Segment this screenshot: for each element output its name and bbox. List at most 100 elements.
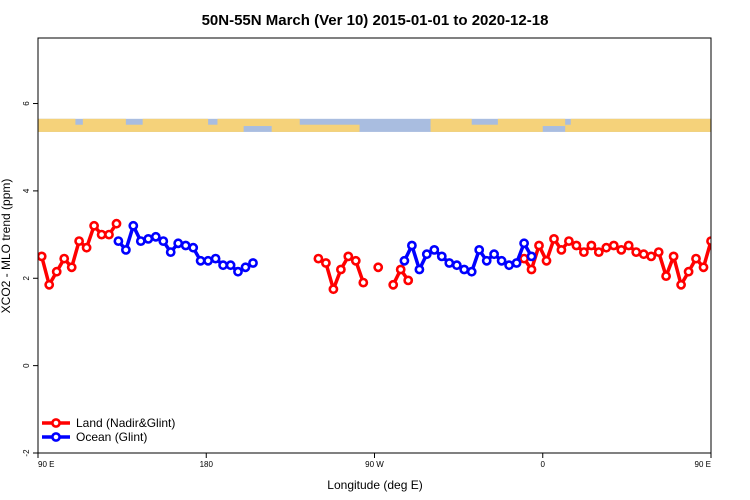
legend-land-marker <box>51 418 61 428</box>
land-point <box>549 233 559 244</box>
ocean-point <box>121 244 131 255</box>
ocean-point <box>195 255 206 266</box>
ocean-point <box>511 258 522 268</box>
land-band-segment <box>217 118 300 127</box>
land-point <box>668 251 679 262</box>
land-point <box>556 244 567 255</box>
land-point <box>89 220 99 231</box>
x-tick-label: 0 <box>541 460 546 469</box>
land-point <box>691 253 701 264</box>
ocean-point <box>233 266 243 277</box>
x-axis: 90 E 180 90 W 0 90 E <box>37 453 712 469</box>
ocean-point <box>203 255 213 266</box>
ocean-point <box>158 236 169 246</box>
land-point <box>350 255 361 266</box>
land-point <box>373 262 384 273</box>
land-point <box>638 249 649 260</box>
ocean-point <box>451 260 462 271</box>
land-point <box>343 251 354 262</box>
x-tick-label: 180 <box>200 460 214 469</box>
ocean-point <box>526 251 537 262</box>
land-band-segment <box>497 118 566 127</box>
ocean-point <box>474 244 485 255</box>
land-point <box>715 244 722 251</box>
ocean-point <box>496 255 507 266</box>
land-point <box>335 264 346 275</box>
land-point <box>593 247 604 257</box>
land-band-segment <box>38 124 244 132</box>
land-band-segment <box>565 124 711 132</box>
land-point <box>358 277 369 288</box>
ocean-point <box>429 244 440 255</box>
land-point <box>653 247 664 257</box>
land-point <box>104 229 114 240</box>
ocean-point <box>128 220 139 231</box>
ocean-point <box>210 253 221 264</box>
land-band-segment <box>718 119 750 126</box>
land-point <box>66 262 77 273</box>
land-point <box>586 240 597 251</box>
ocean-point <box>399 255 410 266</box>
x-tick-label: 90 E <box>38 460 54 469</box>
land-point <box>579 247 589 257</box>
land-point <box>526 264 537 275</box>
y-tick-label: 6 <box>22 101 31 106</box>
legend-ocean-marker <box>51 432 61 442</box>
legend-land-label: Land (Nadir&Glint) <box>76 416 175 430</box>
ocean-point <box>459 264 470 275</box>
y-axis: -2 0 2 4 6 <box>22 101 38 457</box>
ocean-point <box>504 260 514 271</box>
land-point <box>51 266 62 277</box>
chart-title: 50N-55N March (Ver 10) 2015-01-01 to 202… <box>202 12 549 29</box>
land-point <box>706 236 711 246</box>
ocean-point <box>225 260 236 271</box>
land-point <box>745 220 750 227</box>
ocean-point <box>180 240 191 251</box>
land-point <box>59 253 70 264</box>
land-point <box>44 279 55 290</box>
ocean-point <box>248 258 258 268</box>
land-band-segment <box>38 118 76 127</box>
y-axis-label: XCO2 - MLO trend (ppm) <box>0 179 13 314</box>
land-band-segment <box>718 125 750 132</box>
land-point <box>541 255 552 266</box>
x-tick-label: 90 E <box>695 460 711 469</box>
ocean-point <box>481 255 492 266</box>
land-point <box>661 271 671 281</box>
y-tick-label: 0 <box>22 363 31 368</box>
y-tick-label: 2 <box>22 275 31 280</box>
ocean-point <box>406 240 417 251</box>
land-point <box>616 244 627 255</box>
legend-ocean-label: Ocean (Glint) <box>76 430 147 444</box>
land-point <box>571 240 582 251</box>
land-point <box>328 284 339 295</box>
land-point <box>608 240 619 251</box>
ocean-point <box>489 249 499 260</box>
ocean-point <box>466 266 477 277</box>
land-point <box>111 218 122 229</box>
land-point <box>403 275 414 286</box>
land-band-segment <box>430 118 472 127</box>
land-point <box>737 231 744 238</box>
land-band-segment <box>430 124 543 132</box>
legend: Land (Nadir&Glint)Ocean (Glint) <box>42 416 175 444</box>
landmask-band <box>38 118 750 132</box>
series-layer <box>38 218 750 295</box>
ocean-point <box>135 236 146 246</box>
land-point <box>81 242 92 253</box>
land-point <box>534 240 544 251</box>
ocean-point <box>436 251 447 262</box>
land-point <box>320 258 331 268</box>
land-point <box>631 247 642 257</box>
ocean-point <box>188 242 199 253</box>
land-point <box>388 279 399 290</box>
ocean-point <box>113 236 124 246</box>
land-point <box>74 236 84 246</box>
ocean-point <box>444 258 455 268</box>
land-band-segment <box>82 118 126 127</box>
land-point <box>698 262 709 273</box>
land-point <box>601 242 612 253</box>
y-tick-label: -2 <box>22 449 31 457</box>
land-band-segment <box>142 118 209 127</box>
